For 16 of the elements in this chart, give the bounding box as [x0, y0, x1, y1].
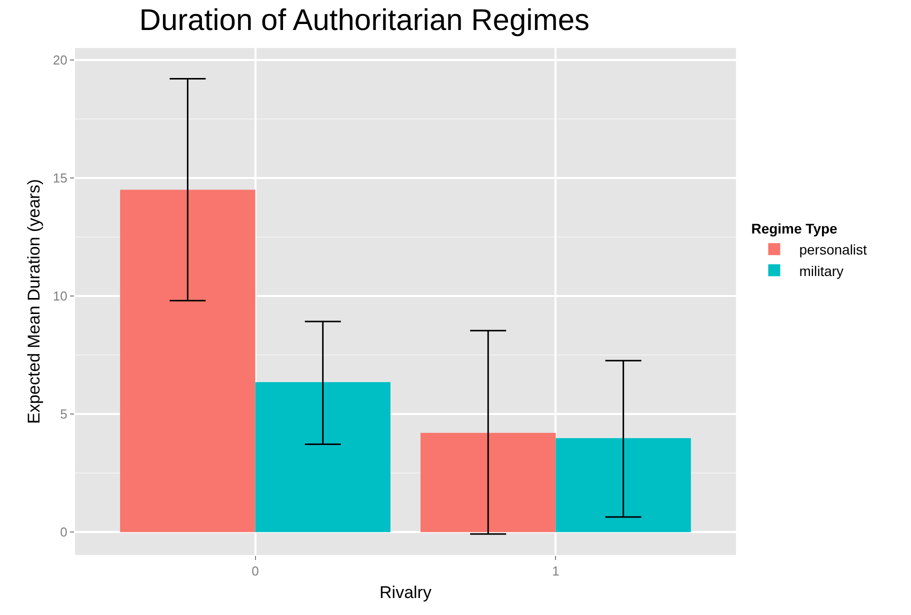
legend-title: Regime Type — [751, 220, 838, 236]
bar — [120, 190, 256, 532]
bar — [420, 432, 556, 532]
y-tick-label: 5 — [60, 406, 68, 422]
bar — [255, 382, 390, 532]
y-tick-label: 20 — [52, 52, 68, 68]
x-tick-label: 1 — [552, 564, 560, 579]
legend-label: personalist — [799, 242, 868, 258]
x-axis-title: Rivalry — [380, 583, 432, 602]
bar — [556, 438, 691, 532]
y-tick-label: 15 — [52, 170, 68, 186]
y-tick-label: 0 — [60, 524, 68, 540]
y-tick-label: 10 — [52, 288, 68, 304]
legend-label: military — [799, 262, 844, 279]
chart-title: Duration of Authoritarian Regimes — [139, 4, 590, 38]
y-axis-title: Expected Mean Duration (years) — [24, 179, 44, 424]
